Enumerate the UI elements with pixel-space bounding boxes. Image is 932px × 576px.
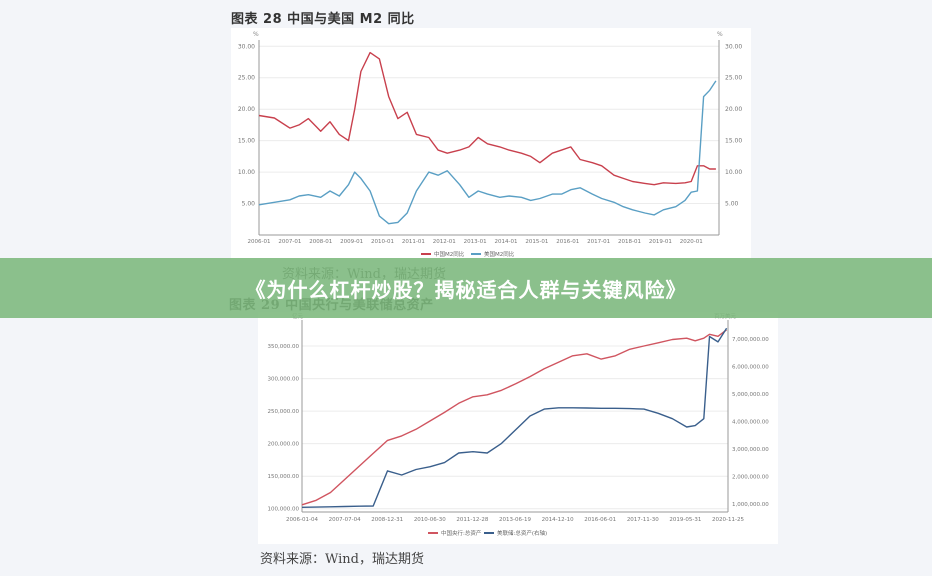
- svg-text:中国M2同比: 中国M2同比: [434, 250, 465, 258]
- svg-text:中国央行:总资产: 中国央行:总资产: [441, 529, 482, 537]
- svg-text:2007-01: 2007-01: [278, 239, 301, 245]
- figure-28-caption: 图表 28 中国与美国 M2 同比: [231, 12, 415, 27]
- svg-text:2019-05-31: 2019-05-31: [669, 517, 701, 523]
- svg-text:2006-01: 2006-01: [248, 239, 271, 245]
- svg-text:250,000.00: 250,000.00: [268, 409, 300, 415]
- svg-text:2015-01: 2015-01: [525, 239, 548, 245]
- svg-text:20.00: 20.00: [725, 106, 742, 113]
- svg-text:2012-01: 2012-01: [433, 239, 456, 245]
- svg-text:30.00: 30.00: [238, 43, 255, 50]
- svg-text:4,000,000.00: 4,000,000.00: [732, 419, 769, 425]
- svg-text:10.00: 10.00: [725, 169, 742, 176]
- m2-chart-panel: %% 5.00 5.00 10.00 10.00 15.00 15.00 20.00 20.00…: [231, 28, 751, 260]
- svg-text:2008-01: 2008-01: [309, 239, 332, 245]
- svg-text:30.00: 30.00: [725, 43, 742, 50]
- svg-text:2018-01: 2018-01: [618, 239, 641, 245]
- svg-text:7,000,000.00: 7,000,000.00: [732, 337, 769, 343]
- svg-text:2010-01: 2010-01: [371, 239, 394, 245]
- svg-text:美联储:总资产(右轴): 美联储:总资产(右轴): [497, 529, 547, 537]
- article-title-banner[interactable]: 《为什么杠杆炒股？揭秘适合人群与关键风险》: [0, 258, 932, 318]
- svg-text:100,000.00: 100,000.00: [268, 507, 300, 513]
- svg-text:15.00: 15.00: [238, 138, 255, 145]
- svg-text:6,000,000.00: 6,000,000.00: [732, 365, 769, 371]
- svg-text:%: %: [717, 31, 723, 38]
- svg-text:5.00: 5.00: [242, 201, 256, 208]
- svg-text:2008-12-31: 2008-12-31: [371, 517, 403, 523]
- svg-text:350,000.00: 350,000.00: [268, 344, 300, 350]
- svg-text:美国M2同比: 美国M2同比: [484, 250, 515, 258]
- svg-text:25.00: 25.00: [725, 75, 742, 82]
- svg-text:2019-01: 2019-01: [649, 239, 672, 245]
- article-title[interactable]: 《为什么杠杆炒股？揭秘适合人群与关键风险》: [245, 277, 687, 302]
- svg-text:2016-01: 2016-01: [556, 239, 579, 245]
- svg-text:2007-07-04: 2007-07-04: [329, 517, 361, 523]
- svg-text:2,000,000.00: 2,000,000.00: [732, 474, 769, 480]
- svg-text:5.00: 5.00: [725, 201, 739, 208]
- svg-text:20.00: 20.00: [238, 106, 255, 113]
- svg-text:2011-01: 2011-01: [402, 239, 425, 245]
- svg-text:2017-01: 2017-01: [587, 239, 610, 245]
- svg-text:2020-11-25: 2020-11-25: [712, 517, 744, 523]
- m2-yoy-line-chart: % % 5.00 5.00 10.00 10.00 15.00 15.00 20.00 20.00…: [238, 31, 743, 258]
- svg-text:2013-01: 2013-01: [464, 239, 487, 245]
- svg-text:25.00: 25.00: [238, 75, 255, 82]
- svg-text:2013-06-19: 2013-06-19: [499, 517, 531, 523]
- svg-text:2020-01: 2020-01: [680, 239, 703, 245]
- figure-29-source: 资料来源：Wind，瑞达期货: [260, 552, 424, 567]
- svg-text:150,000.00: 150,000.00: [268, 474, 300, 480]
- svg-text:2016-06-01: 2016-06-01: [584, 517, 616, 523]
- svg-text:200,000.00: 200,000.00: [268, 442, 300, 448]
- svg-text:2014-01: 2014-01: [494, 239, 517, 245]
- svg-text:%: %: [253, 31, 259, 38]
- svg-text:10.00: 10.00: [238, 169, 255, 176]
- central-bank-assets-line-chart: 亿元百万美元100,000.00150,000.00200,000.00250,…: [268, 312, 770, 537]
- svg-text:2009-01: 2009-01: [340, 239, 363, 245]
- svg-text:2010-06-30: 2010-06-30: [414, 517, 446, 523]
- svg-text:5,000,000.00: 5,000,000.00: [732, 392, 769, 398]
- svg-text:300,000.00: 300,000.00: [268, 377, 300, 383]
- balance-sheet-chart-panel: 亿元百万美元100,000.00150,000.00200,000.00250,…: [258, 312, 778, 544]
- svg-text:15.00: 15.00: [725, 138, 742, 145]
- svg-text:1,000,000.00: 1,000,000.00: [732, 502, 769, 508]
- svg-text:2006-01-04: 2006-01-04: [286, 517, 318, 523]
- svg-text:2011-12-28: 2011-12-28: [456, 517, 488, 523]
- svg-text:2017-11-30: 2017-11-30: [627, 517, 659, 523]
- svg-text:2014-12-10: 2014-12-10: [542, 517, 574, 523]
- svg-text:3,000,000.00: 3,000,000.00: [732, 447, 769, 453]
